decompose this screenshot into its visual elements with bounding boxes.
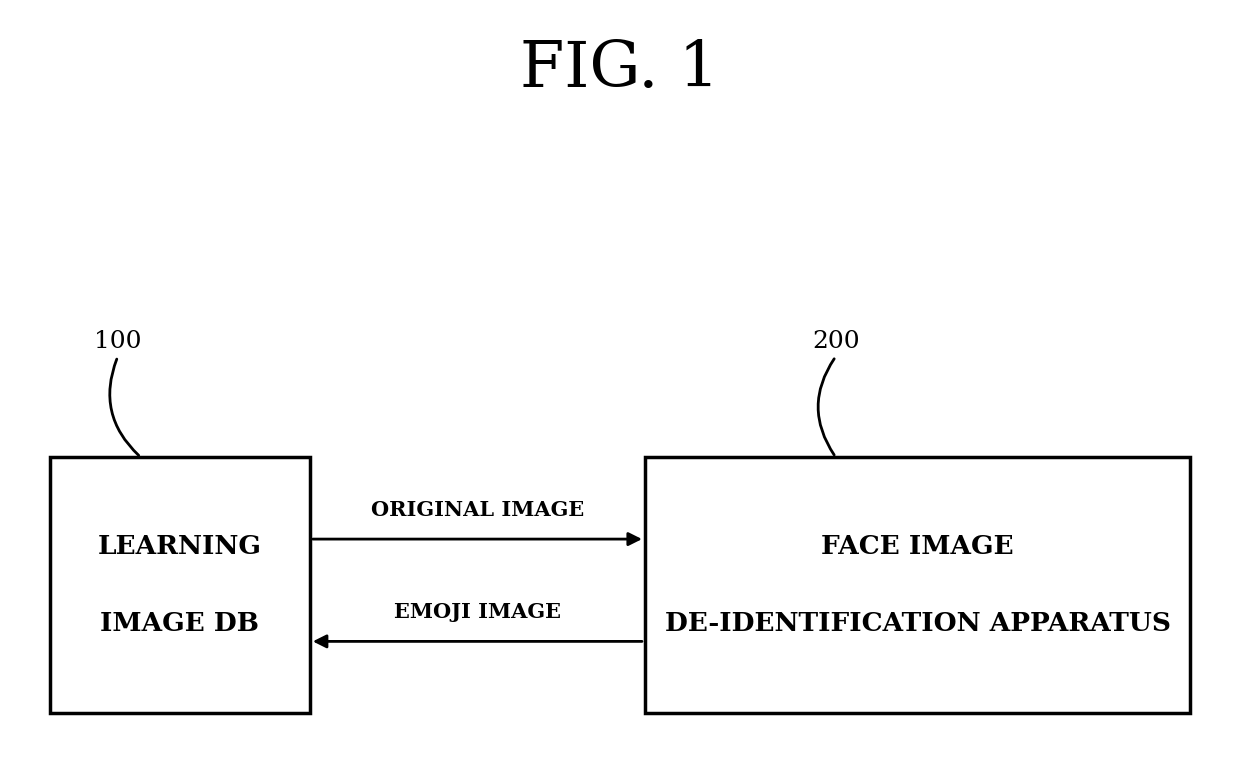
Bar	[50, 457, 310, 713]
Text: ORIGINAL IMAGE: ORIGINAL IMAGE	[371, 500, 584, 520]
Text: 100: 100	[94, 329, 141, 353]
Text: FACE IMAGE: FACE IMAGE	[821, 534, 1014, 559]
Text: DE-IDENTIFICATION APPARATUS: DE-IDENTIFICATION APPARATUS	[665, 611, 1171, 636]
Text: IMAGE DB: IMAGE DB	[100, 611, 259, 636]
Text: FIG. 1: FIG. 1	[521, 39, 719, 100]
Text: EMOJI IMAGE: EMOJI IMAGE	[394, 602, 560, 622]
Bar	[645, 457, 1190, 713]
Text: LEARNING: LEARNING	[98, 534, 262, 559]
Text: 200: 200	[812, 329, 859, 353]
